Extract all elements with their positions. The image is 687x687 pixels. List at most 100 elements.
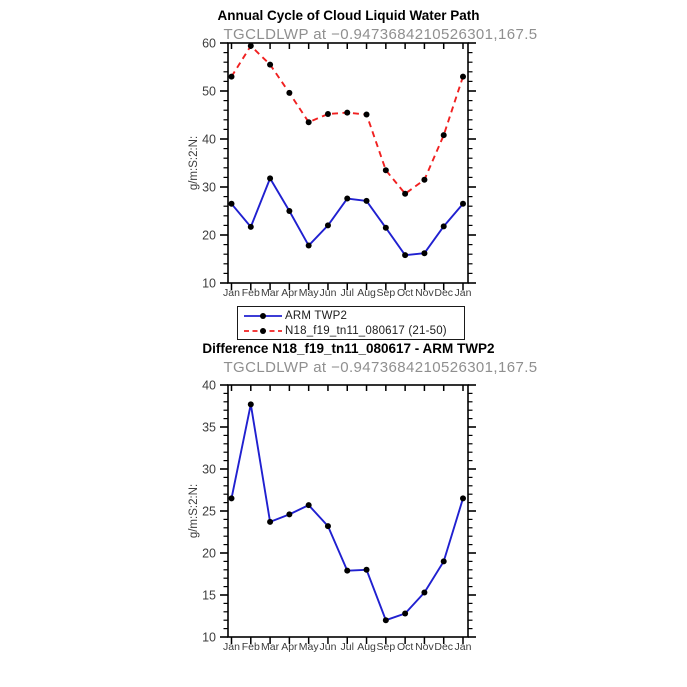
y-tick-label: 10 [202,631,216,645]
data-point-marker [363,197,370,204]
x-tick-label: Nov [415,287,434,299]
y-tick-label: 35 [202,421,216,435]
y-tick-label: 50 [202,85,216,99]
series-line [230,44,464,195]
bottom-chart-subtitle: TGCLDLWP at −0.9473684210526301,167.5 [223,359,538,376]
x-tick-label: Aug [357,287,376,299]
data-point-marker [324,111,331,118]
x-tick-label: May [299,287,320,299]
x-tick-label: Oct [397,287,413,299]
legend-entry-model: N18_f19_tn11_080617 (21-50) [243,323,464,338]
x-tick-label: Oct [397,641,413,653]
x-tick-label: Jun [319,641,336,653]
legend-box: ARM TWP2 N18_f19_tn11_080617 (21-50) [237,306,465,340]
x-tick-label: Feb [242,287,260,299]
x-tick-label: Jul [341,641,354,653]
y-axis-label: g/m:S:2:N: [188,484,200,538]
data-point-marker [402,190,409,197]
y-tick-label: 20 [202,229,216,243]
data-point-marker [460,200,466,207]
data-point-marker [305,502,312,509]
y-tick-label: 20 [202,547,216,561]
data-point-marker [267,175,274,182]
x-tick-label: Aug [357,641,376,653]
x-tick-label: Sep [376,287,395,299]
x-tick-label: Feb [242,641,260,653]
x-tick-label: Nov [415,641,434,653]
top-chart-subtitle: TGCLDLWP at −0.9473684210526301,167.5 [223,26,538,43]
data-point-marker [247,42,254,49]
y-tick-label: 40 [202,379,216,393]
data-point-marker [286,89,293,96]
y-tick-label: 15 [202,589,216,603]
top-chart-title: Annual Cycle of Cloud Liquid Water Path [217,8,480,23]
data-point-marker [267,518,274,525]
x-tick-label: Dec [434,641,453,653]
data-point-marker [228,495,235,502]
data-point-marker [440,223,447,230]
data-point-marker [344,567,351,574]
x-tick-label: Mar [261,641,280,653]
y-tick-label: 10 [202,277,216,291]
x-tick-label: Sep [376,641,395,653]
x-tick-label: Jul [341,287,354,299]
x-tick-label: Jun [319,287,336,299]
x-tick-label: Jan [455,641,472,653]
data-point-marker [460,495,466,502]
y-tick-label: 30 [202,463,216,477]
x-tick-label: Jan [223,287,240,299]
legend-sample-model-line [244,327,282,334]
data-point-marker [440,558,447,565]
y-tick-label: 40 [202,133,216,147]
x-tick-label: Apr [281,641,298,653]
legend-marker-1 [260,327,266,334]
legend-label-arm-twp2: ARM TWP2 [285,309,348,322]
data-point-marker [247,223,254,230]
data-point-marker [286,511,293,518]
x-tick-label: May [299,641,320,653]
data-point-marker [286,208,293,214]
data-point-marker [324,222,331,229]
series-line [230,403,464,622]
bottom-chart-title: Difference N18_f19_tn11_080617 - ARM TWP… [202,341,495,356]
x-tick-label: Dec [434,287,453,299]
legend-marker-0 [260,312,266,319]
legend-label-model: N18_f19_tn11_080617 (21-50) [285,324,447,337]
data-point-marker [421,176,428,183]
y-axis-label: g/m:S:2:N: [188,136,200,190]
legend-sample-arm-line [244,312,282,319]
plot-frame-1 [227,384,469,638]
x-tick-label: Jan [223,641,240,653]
y-tick-label: 60 [202,37,216,51]
x-tick-label: Jan [455,287,472,299]
data-point-marker [247,401,254,408]
y-tick-label: 30 [202,181,216,195]
data-point-marker [305,242,312,249]
data-point-marker [382,224,389,231]
data-point-marker [382,167,389,174]
data-point-marker [305,119,312,126]
y-tick-label: 25 [202,505,216,519]
data-point-marker [324,523,331,530]
data-point-marker [440,132,447,139]
legend-entry-arm-twp2: ARM TWP2 [243,308,464,323]
x-tick-label: Apr [281,287,298,299]
series-line [230,177,464,257]
data-point-marker [402,610,409,617]
data-point-marker [402,252,409,259]
data-point-marker [228,73,235,80]
data-point-marker [363,566,370,573]
data-point-marker [460,73,466,80]
data-point-marker [421,589,428,596]
data-point-marker [421,250,428,257]
x-tick-label: Mar [261,287,280,299]
data-point-marker [363,111,370,118]
data-point-marker [228,200,235,207]
data-point-marker [344,109,351,116]
plot-frame-0 [227,42,469,284]
data-point-marker [382,617,389,624]
data-point-marker [344,195,351,202]
data-point-marker [267,61,274,68]
